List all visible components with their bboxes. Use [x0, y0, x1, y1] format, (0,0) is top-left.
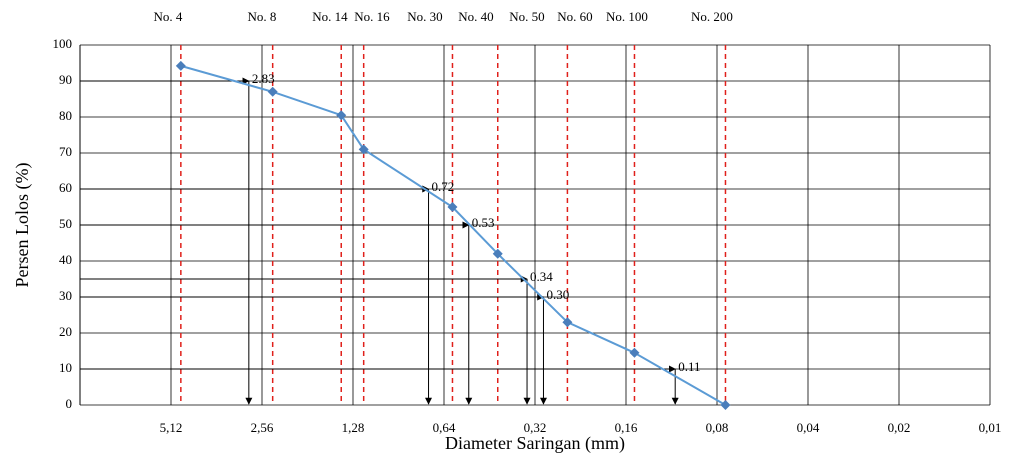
- sieve-label: No. 30: [407, 9, 442, 24]
- annotation-label: 0.53: [472, 215, 495, 230]
- sieve-label: No. 8: [248, 9, 277, 24]
- sieve-label: No. 40: [458, 9, 493, 24]
- x-tick-label: 0,16: [615, 420, 638, 435]
- y-tick-label: 10: [59, 360, 72, 375]
- sieve-label: No. 50: [509, 9, 544, 24]
- x-tick-label: 2,56: [251, 420, 274, 435]
- marker: [268, 87, 278, 97]
- y-tick-label: 80: [59, 108, 72, 123]
- x-axis-title: Diameter Saringan (mm): [445, 433, 625, 454]
- x-tick-label: 5,12: [160, 420, 183, 435]
- marker: [629, 348, 639, 358]
- chart: Persen Lolos (%) Diameter Saringan (mm) …: [0, 0, 1011, 461]
- y-tick-label: 70: [59, 144, 72, 159]
- x-tick-label: 0,64: [433, 420, 456, 435]
- y-axis-title: Persen Lolos (%): [12, 163, 33, 288]
- x-tick-label: 0,04: [797, 420, 820, 435]
- x-tick-label: 0,32: [524, 420, 547, 435]
- sieve-label: No. 4: [154, 9, 183, 24]
- x-tick-label: 1,28: [342, 420, 365, 435]
- sieve-label: No. 60: [557, 9, 592, 24]
- sieve-label: No. 100: [606, 9, 648, 24]
- y-tick-label: 50: [59, 216, 72, 231]
- y-tick-label: 100: [53, 36, 73, 51]
- x-tick-label: 0,02: [888, 420, 911, 435]
- marker: [720, 400, 730, 410]
- sieve-label: No. 14: [312, 9, 348, 24]
- y-tick-label: 30: [59, 288, 72, 303]
- x-tick-label: 0,01: [979, 420, 1002, 435]
- y-tick-label: 20: [59, 324, 72, 339]
- annotation-label: 0.11: [678, 359, 700, 374]
- sieve-label: No. 16: [354, 9, 390, 24]
- annotation-label: 0.72: [432, 179, 455, 194]
- marker: [336, 110, 346, 120]
- y-tick-label: 60: [59, 180, 72, 195]
- annotation-label: 0.30: [546, 287, 569, 302]
- y-tick-label: 0: [66, 396, 73, 411]
- y-tick-label: 40: [59, 252, 72, 267]
- marker: [176, 61, 186, 71]
- y-tick-label: 90: [59, 72, 72, 87]
- x-tick-label: 0,08: [706, 420, 729, 435]
- annotation-label: 2.83: [252, 71, 275, 86]
- annotation-label: 0.34: [530, 269, 553, 284]
- sieve-label: No. 200: [691, 9, 733, 24]
